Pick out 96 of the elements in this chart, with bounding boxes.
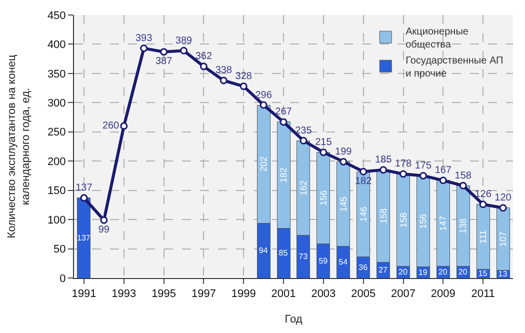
- data-label: 156: [318, 190, 328, 206]
- y-tick-label: 450: [47, 10, 66, 22]
- x-tick-label: 1999: [231, 288, 256, 300]
- data-label: 178: [394, 158, 412, 170]
- data-label: 54: [338, 258, 348, 267]
- x-tick-label: 1995: [152, 288, 176, 300]
- point: [499, 204, 507, 212]
- data-label: 158: [398, 212, 408, 228]
- x-axis-title: Год: [284, 313, 303, 326]
- data-label: 120: [494, 192, 512, 204]
- point: [479, 200, 487, 208]
- data-label: 107: [498, 232, 508, 247]
- x-tick-label: 2005: [351, 288, 376, 300]
- y-tick-label: 300: [47, 98, 66, 110]
- x-tick-label: 2001: [271, 288, 296, 300]
- point: [260, 101, 268, 109]
- data-label: 146: [358, 206, 368, 222]
- data-label: 393: [135, 33, 153, 44]
- y-tick-label: 400: [47, 39, 66, 52]
- data-label: 59: [318, 256, 328, 266]
- data-label: 147: [438, 216, 448, 231]
- data-label: 138: [458, 218, 468, 234]
- legend-label: Акционерные общества: [406, 26, 469, 51]
- y-tick-label: 350: [47, 68, 66, 80]
- point: [280, 118, 288, 126]
- data-label: 167: [434, 165, 452, 176]
- data-label: 36: [358, 262, 368, 272]
- data-label: 20: [398, 268, 408, 277]
- data-label: 158: [454, 170, 472, 182]
- data-label: 389: [175, 35, 193, 46]
- data-label: 175: [414, 160, 432, 172]
- point: [120, 122, 128, 130]
- data-label: 185: [374, 154, 392, 166]
- data-label: 13: [498, 270, 508, 279]
- point: [459, 182, 467, 190]
- data-label: 27: [378, 266, 388, 275]
- point: [200, 62, 208, 70]
- data-label: 162: [298, 180, 308, 196]
- point: [320, 148, 328, 156]
- x-tick-label: 2003: [311, 288, 336, 300]
- data-label: 19: [418, 268, 428, 277]
- data-label: 215: [315, 137, 332, 148]
- y-tick-label: 0: [60, 272, 66, 285]
- x-tick-label: 1991: [72, 288, 96, 300]
- point: [160, 48, 168, 56]
- data-label: 15: [478, 269, 488, 278]
- data-label: 199: [335, 146, 352, 158]
- data-label: 338: [215, 65, 232, 76]
- point: [140, 44, 148, 52]
- data-label: 126: [474, 189, 492, 200]
- data-label: 260: [102, 120, 120, 132]
- y-axis-title: Количество эксплуатантов на конец календарного года, ед.: [6, 54, 32, 238]
- data-label: 99: [98, 224, 110, 236]
- data-label: 387: [155, 56, 173, 68]
- point: [300, 136, 308, 144]
- point: [240, 82, 248, 90]
- legend-label: Государственные АП и прочие: [406, 56, 504, 80]
- bar: [77, 198, 91, 278]
- data-label: 145: [338, 196, 348, 212]
- data-label: 296: [255, 90, 272, 101]
- y-tick-label: 100: [47, 214, 66, 226]
- point: [220, 76, 228, 84]
- x-tick-label: 2009: [430, 288, 456, 300]
- y-tick-label: 50: [54, 244, 66, 256]
- data-label: 94: [258, 246, 268, 256]
- data-label: 85: [278, 248, 288, 258]
- data-label: 137: [76, 182, 93, 194]
- y-tick-label: 250: [47, 126, 66, 139]
- point: [80, 194, 88, 202]
- data-label: 328: [235, 71, 252, 82]
- point: [439, 176, 447, 184]
- point: [380, 166, 388, 174]
- y-tick-label: 150: [47, 185, 66, 198]
- data-label: 20: [458, 268, 468, 277]
- point: [340, 158, 348, 166]
- data-label: 20: [438, 268, 448, 277]
- data-label: 235: [295, 125, 312, 136]
- data-label: 73: [298, 252, 308, 262]
- data-label: 111: [478, 230, 488, 244]
- x-tick-label: 1993: [112, 288, 136, 300]
- point: [400, 170, 407, 178]
- data-label: 267: [275, 106, 292, 118]
- data-label: 182: [278, 168, 289, 183]
- x-tick-label: 1997: [191, 288, 216, 300]
- x-tick-label: 2011: [471, 288, 495, 300]
- point: [360, 168, 368, 176]
- data-label: 158: [378, 208, 388, 224]
- data-label: 202: [258, 156, 269, 172]
- y-tick-label: 200: [47, 156, 66, 168]
- point: [419, 172, 427, 180]
- data-label: 156: [418, 214, 428, 229]
- point: [180, 46, 188, 54]
- data-label: 362: [195, 51, 212, 62]
- point: [100, 216, 108, 224]
- data-label: 137: [77, 233, 91, 242]
- x-tick-label: 2007: [391, 288, 416, 300]
